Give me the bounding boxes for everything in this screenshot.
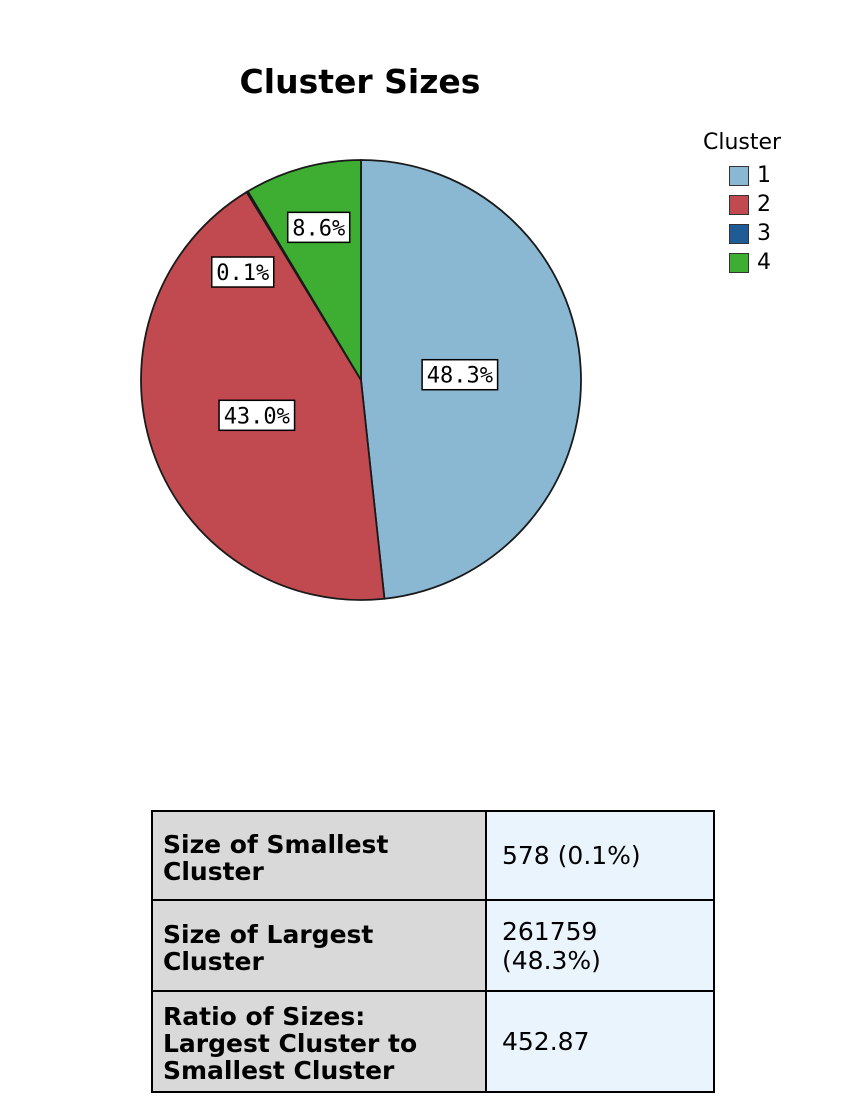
row-value-ratio: 452.87 [485, 990, 715, 1093]
legend-item-cluster-4: 4 [729, 248, 781, 277]
row-value-largest: 261759 (48.3%) [485, 899, 715, 992]
svg-text:8.6%: 8.6% [292, 216, 345, 241]
table-row: Size of Largest Cluster 261759 (48.3%) [151, 899, 715, 992]
svg-text:43.0%: 43.0% [224, 404, 290, 429]
cluster-size-summary-table: Size of Smallest Cluster 578 (0.1%) Size… [151, 810, 715, 1093]
table-row: Size of Smallest Cluster 578 (0.1%) [151, 810, 715, 901]
table-row: Ratio of Sizes: Largest Cluster to Small… [151, 990, 715, 1093]
legend-item-cluster-3: 3 [729, 219, 781, 248]
legend-swatch-4 [729, 252, 749, 273]
legend-title: Cluster [703, 130, 782, 155]
pie-slice-cluster-2 [140, 190, 386, 601]
pie-slices [140, 159, 582, 601]
legend-label-2: 2 [757, 192, 771, 217]
chart-title: Cluster Sizes [239, 62, 481, 101]
svg-text:0.1%: 0.1% [216, 261, 269, 286]
legend-swatch-1 [729, 165, 749, 186]
legend-swatch-3 [729, 223, 749, 244]
legend-label-3: 3 [757, 221, 771, 246]
legend: Cluster 1 2 3 4 [703, 130, 781, 277]
row-value-smallest: 578 (0.1%) [485, 810, 715, 901]
data-label-cluster-2: 43.0% [218, 399, 296, 432]
legend-item-cluster-1: 1 [729, 161, 781, 190]
legend-label-1: 1 [757, 163, 771, 188]
row-label-smallest: Size of Smallest Cluster [151, 810, 487, 901]
data-label-cluster-4: 8.6% [286, 211, 351, 244]
pie-chart: 48.3% 43.0% 0.1% 8.6% [140, 159, 582, 601]
svg-text:48.3%: 48.3% [427, 364, 493, 389]
row-label-largest: Size of Largest Cluster [151, 899, 487, 992]
data-label-cluster-1: 48.3% [421, 358, 499, 391]
legend-item-cluster-2: 2 [729, 190, 781, 219]
data-label-cluster-3: 0.1% [210, 256, 275, 288]
pie-data-labels: 48.3% 43.0% 0.1% 8.6% [210, 211, 499, 432]
legend-label-4: 4 [757, 250, 771, 275]
row-label-ratio: Ratio of Sizes: Largest Cluster to Small… [151, 990, 487, 1093]
legend-swatch-2 [729, 194, 749, 215]
